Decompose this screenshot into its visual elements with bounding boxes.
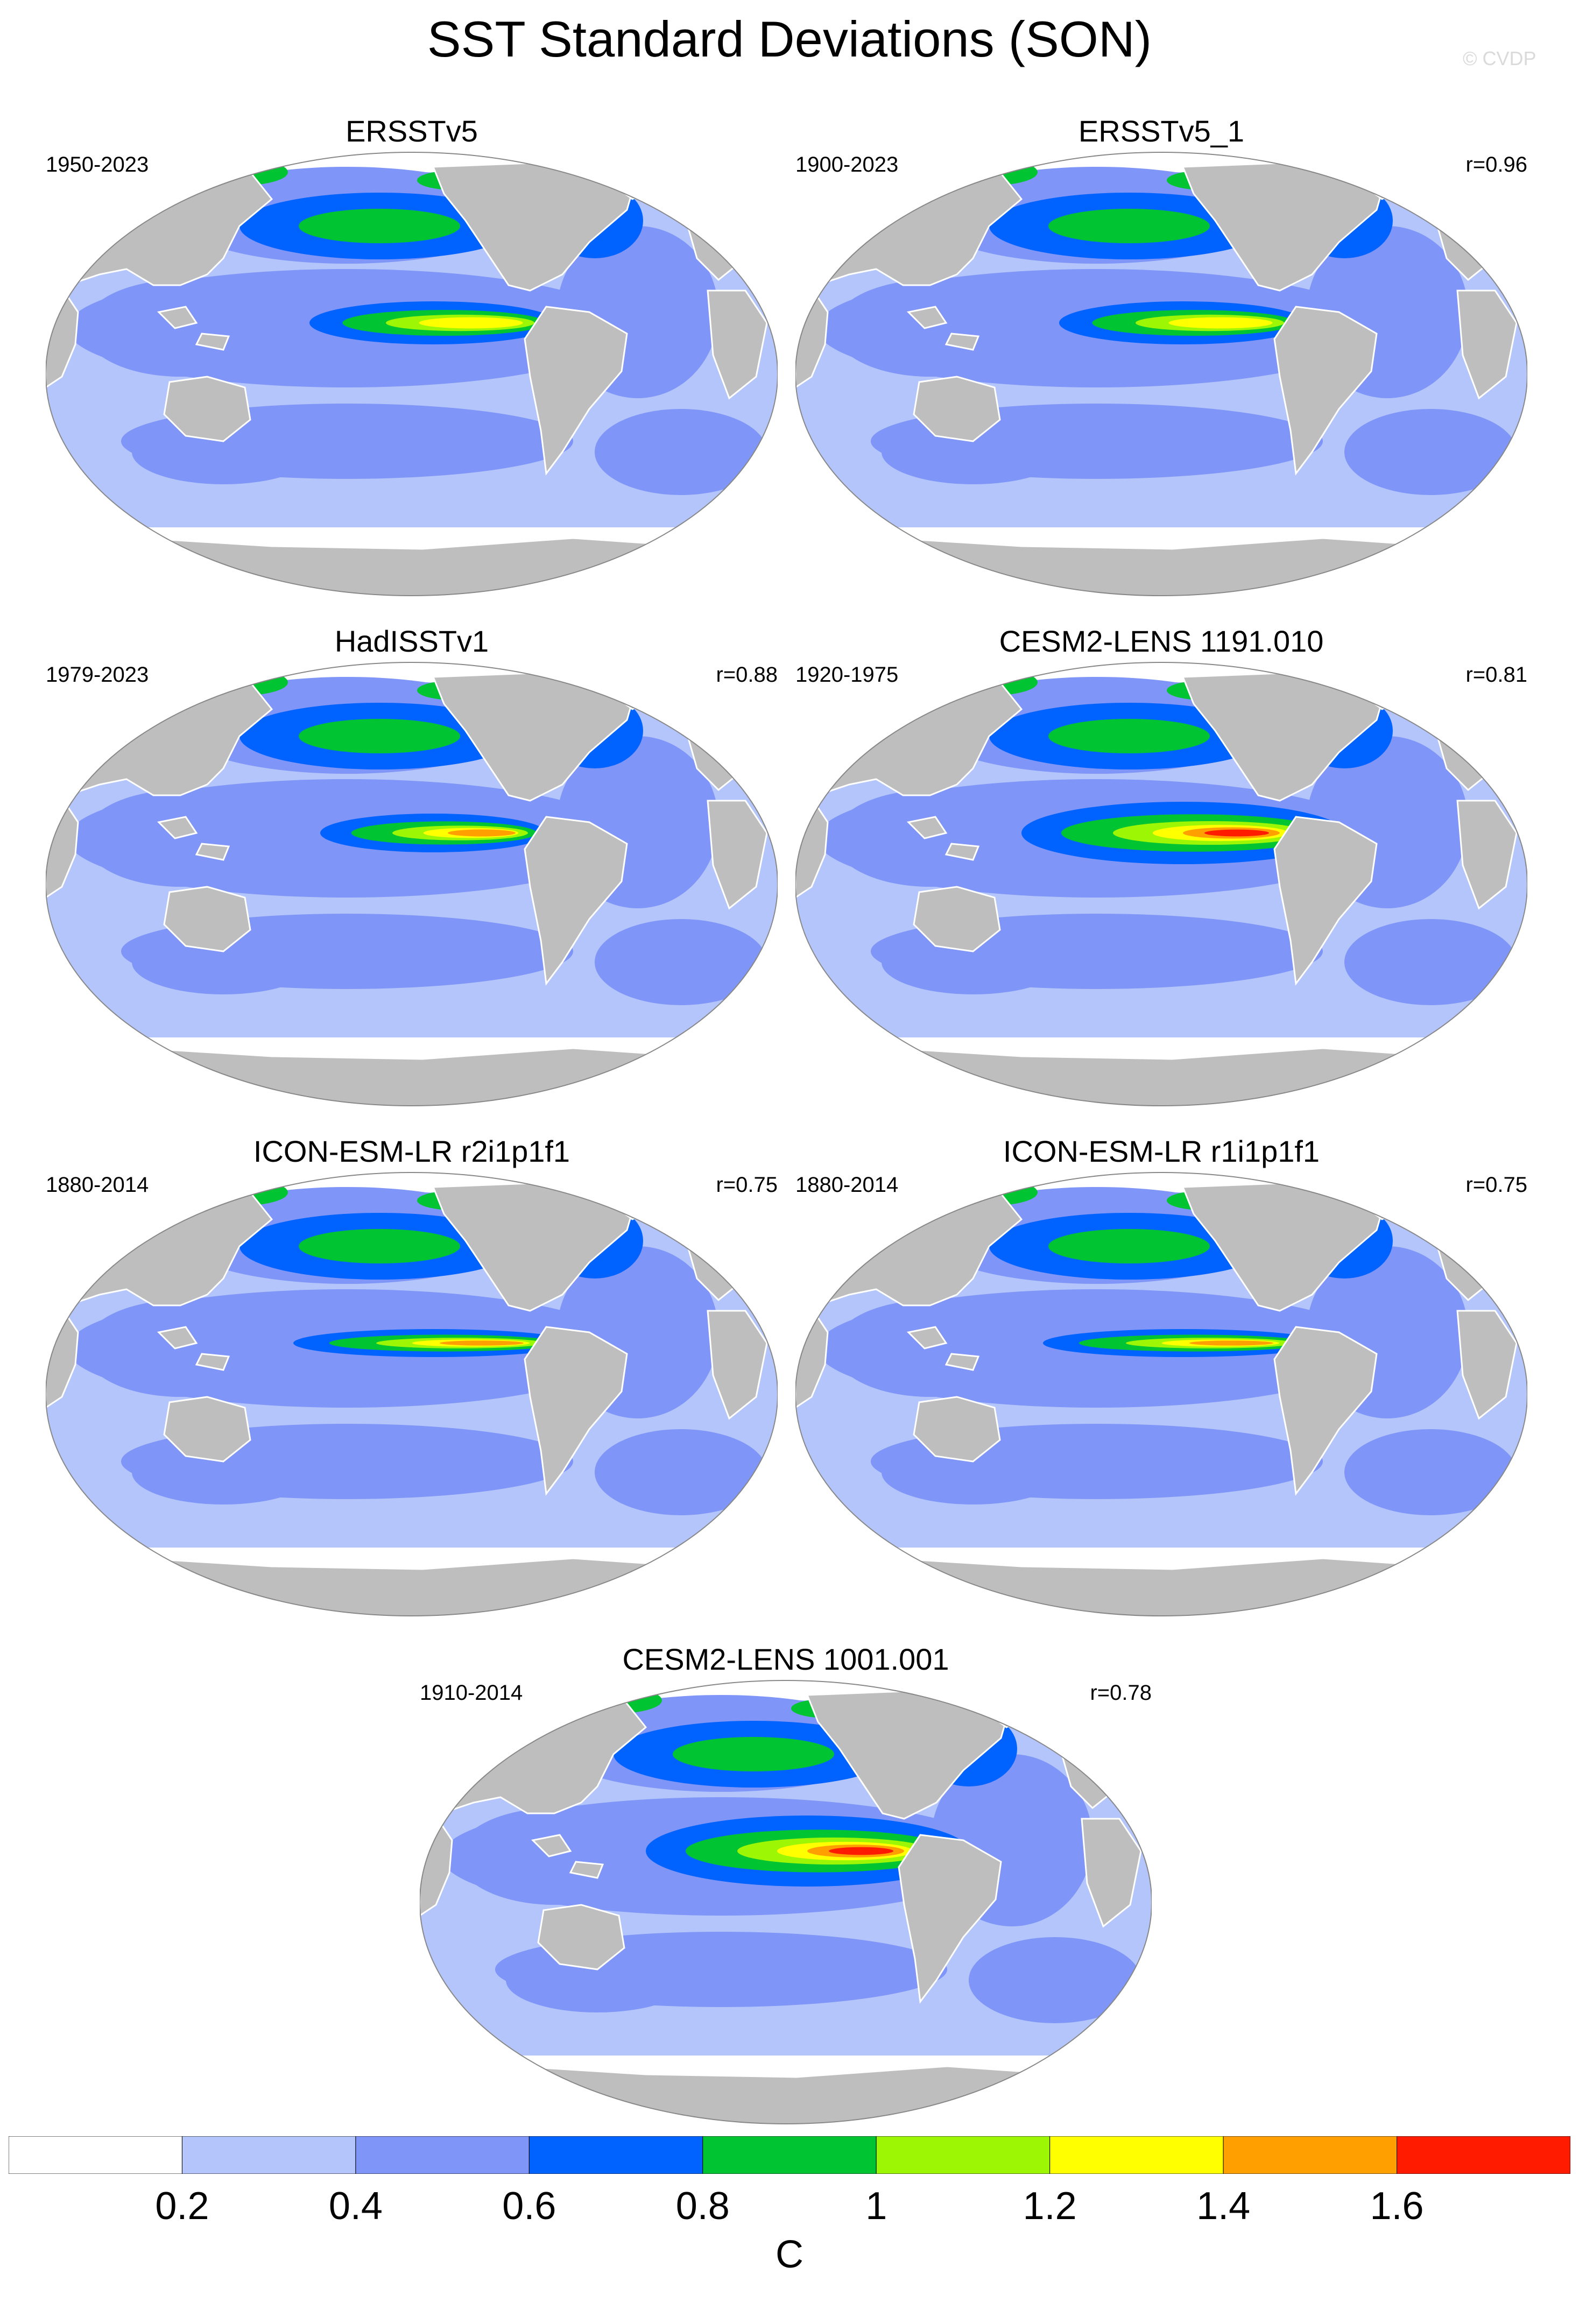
panel-years: 1920-1975 <box>795 663 899 687</box>
panel-years: 1900-2023 <box>795 153 899 176</box>
panel-years: 1910-2014 <box>420 1681 523 1705</box>
panel-correlation: r=0.96 <box>1465 153 1527 176</box>
map-panel: CESM2-LENS 1191.010 1920-1975 r=0.81 <box>795 624 1527 1108</box>
colorbar-unit: C <box>776 2233 803 2276</box>
colorbar-box <box>1049 2136 1224 2174</box>
map-panel: ICON-ESM-LR r1i1p1f1 1880-2014 r=0.75 <box>795 1134 1527 1619</box>
main-title: SST Standard Deviations (SON) <box>427 11 1152 67</box>
map-panel: ERSSTv5_1 1900-2023 r=0.96 <box>795 114 1527 598</box>
sst-map <box>46 1172 778 1616</box>
panel-title: ICON-ESM-LR r2i1p1f1 <box>253 1134 570 1168</box>
sst-map <box>46 152 778 596</box>
panel-title: CESM2-LENS 1191.010 <box>999 624 1324 658</box>
panel-years: 1880-2014 <box>46 1173 149 1197</box>
map-panel: ERSSTv5 1950-2023 <box>46 114 778 598</box>
colorbar <box>9 2136 1570 2174</box>
colorbar-tick-label: 0.2 <box>155 2185 209 2228</box>
colorbar-box <box>528 2136 703 2174</box>
map-panel: CESM2-LENS 1001.001 1910-2014 r=0.78 <box>420 1642 1152 2127</box>
sst-map <box>795 1172 1527 1616</box>
panel-correlation: r=0.81 <box>1465 663 1527 687</box>
panel-title: ICON-ESM-LR r1i1p1f1 <box>1003 1134 1320 1168</box>
panel-years: 1880-2014 <box>795 1173 899 1197</box>
panel-correlation: r=0.75 <box>1465 1173 1527 1197</box>
panel-correlation: r=0.78 <box>1090 1681 1152 1705</box>
sst-map <box>795 152 1527 596</box>
panel-title: CESM2-LENS 1001.001 <box>622 1642 949 1676</box>
panel-title: ERSSTv5 <box>346 114 478 148</box>
colorbar-box <box>181 2136 356 2174</box>
map-panel: HadISSTv1 1979-2023 r=0.88 <box>46 624 778 1108</box>
panel-correlation: r=0.88 <box>716 663 778 687</box>
credit-watermark: © CVDP <box>1463 47 1536 69</box>
map-panel: ICON-ESM-LR r2i1p1f1 1880-2014 r=0.75 <box>46 1134 778 1619</box>
colorbar-box <box>1397 2136 1570 2174</box>
colorbar-box <box>876 2136 1051 2174</box>
panel-years: 1979-2023 <box>46 663 149 687</box>
panel-title: ERSSTv5_1 <box>1078 114 1245 148</box>
colorbar-box <box>9 2136 182 2174</box>
colorbar-tick-label: 1 <box>865 2185 887 2228</box>
panel-correlation: r=0.75 <box>716 1173 778 1197</box>
sst-map <box>46 662 778 1106</box>
colorbar-tick-label: 1.6 <box>1370 2185 1424 2228</box>
colorbar-tick-label: 1.2 <box>1023 2185 1077 2228</box>
panel-years: 1950-2023 <box>46 153 149 176</box>
colorbar-box <box>702 2136 877 2174</box>
sst-map <box>795 662 1527 1106</box>
colorbar-tick-label: 0.8 <box>675 2185 730 2228</box>
colorbar-box <box>355 2136 530 2174</box>
sst-map <box>420 1680 1152 2124</box>
panel-title: HadISSTv1 <box>334 624 489 658</box>
colorbar-tick-label: 1.4 <box>1196 2185 1251 2228</box>
colorbar-tick-label: 0.4 <box>328 2185 383 2228</box>
colorbar-box <box>1223 2136 1398 2174</box>
colorbar-tick-label: 0.6 <box>502 2185 556 2228</box>
